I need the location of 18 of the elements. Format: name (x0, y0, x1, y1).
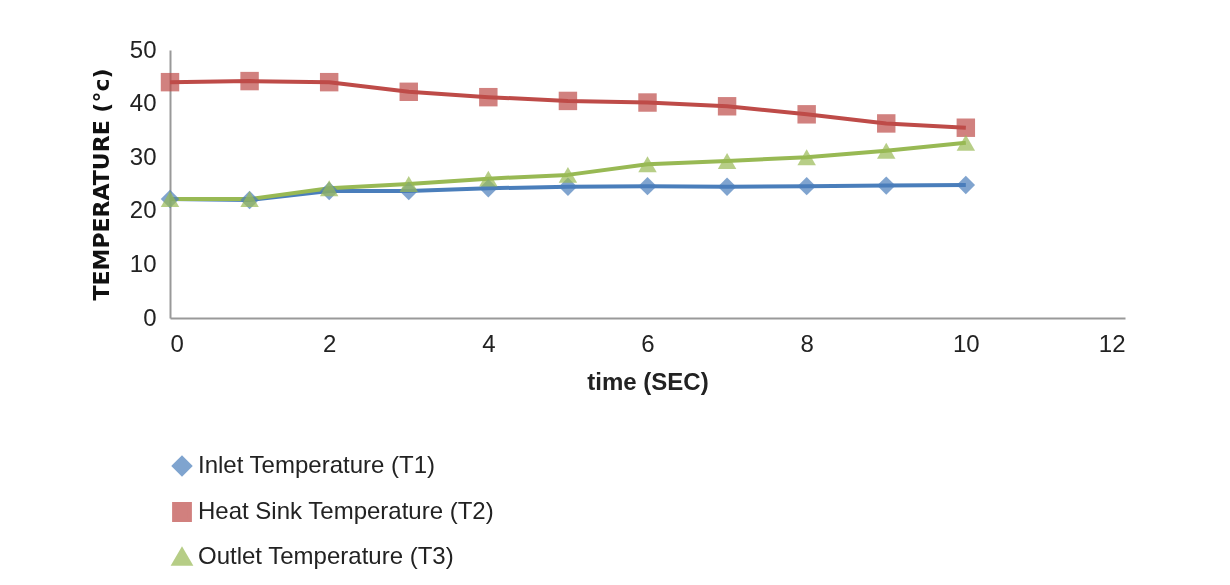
x-tick-label: 0 (170, 329, 184, 357)
y-tick-label: 20 (129, 196, 157, 224)
y-tick-label: 50 (129, 35, 157, 63)
legend-label: Heat Sink Temperature (T2) (198, 497, 494, 524)
x-axis-title: time (SEC) (587, 367, 709, 395)
y-tick-label: 10 (129, 249, 157, 277)
y-tick-label: 30 (129, 142, 157, 170)
legend-label: Inlet Temperature (T1) (198, 451, 435, 478)
y-tick-label: 0 (143, 303, 157, 331)
x-tick-label: 2 (322, 329, 337, 357)
x-tick-label: 6 (641, 329, 655, 357)
y-tick-label: 40 (129, 89, 157, 117)
x-tick-label: 4 (482, 329, 496, 357)
x-tick-label: 12 (1098, 329, 1126, 357)
legend-label: Outlet Temperature (T3) (198, 542, 454, 569)
y-axis-title: TEMPERATURE (°c) (88, 68, 114, 301)
x-tick-label: 10 (952, 329, 980, 357)
x-tick-label: 8 (800, 329, 814, 357)
